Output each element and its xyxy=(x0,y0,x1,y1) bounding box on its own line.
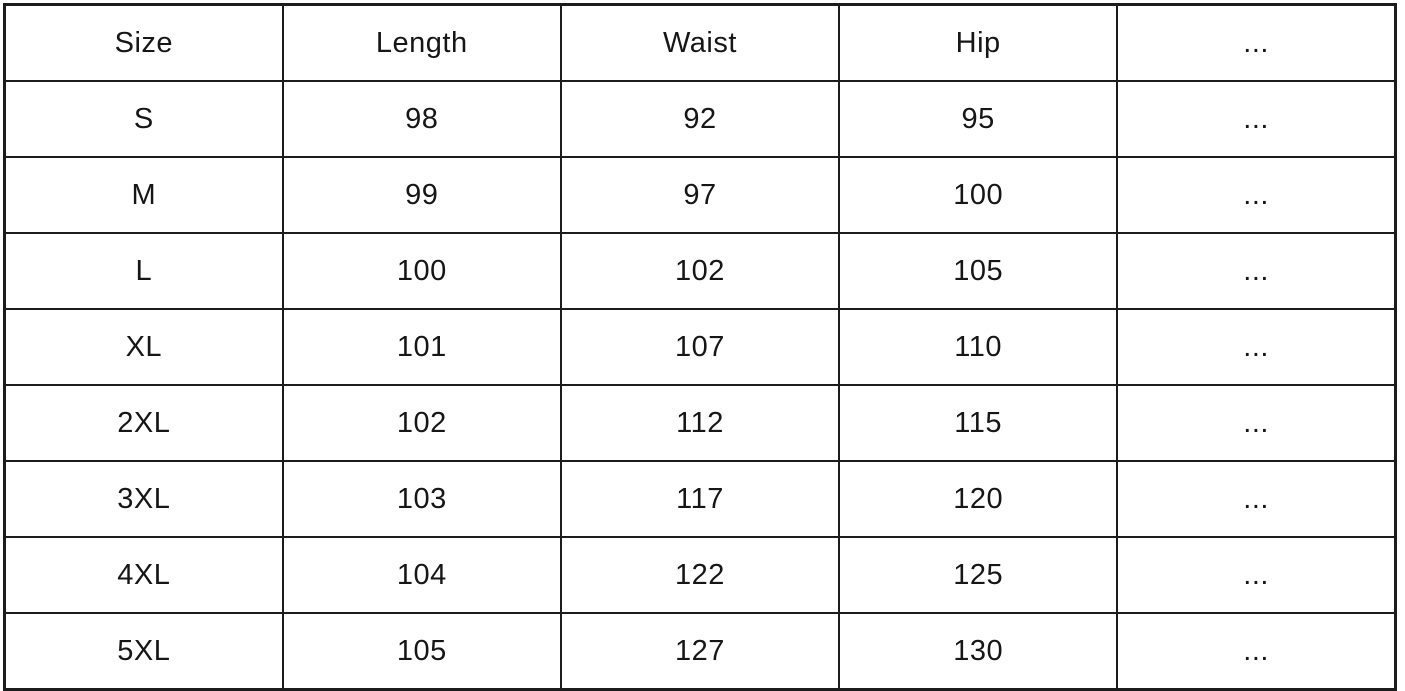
size-chart-header: Size Length Waist Hip ... xyxy=(3,3,1397,82)
ellipsis-cell: ... xyxy=(1116,232,1397,310)
hip-cell: 100 xyxy=(838,156,1119,234)
waist-cell: 97 xyxy=(559,156,841,234)
table-row: 5XL 105 127 130 ... xyxy=(3,612,1397,691)
size-cell: 5XL xyxy=(3,612,284,691)
hip-cell: 125 xyxy=(838,536,1119,614)
ellipsis-cell: ... xyxy=(1116,536,1397,614)
hip-cell: 105 xyxy=(838,232,1119,310)
table-row: XL 101 107 110 ... xyxy=(3,308,1397,386)
length-cell: 103 xyxy=(281,460,562,538)
ellipsis-cell: ... xyxy=(1116,612,1397,691)
ellipsis-cell: ... xyxy=(1116,308,1397,386)
length-cell: 104 xyxy=(281,536,562,614)
length-cell: 102 xyxy=(281,384,562,462)
waist-cell: 122 xyxy=(559,536,841,614)
table-row: 2XL 102 112 115 ... xyxy=(3,384,1397,462)
length-cell: 105 xyxy=(281,612,562,691)
size-cell: M xyxy=(3,156,284,234)
header-cell-waist: Waist xyxy=(559,3,841,82)
waist-cell: 92 xyxy=(559,80,841,158)
length-cell: 100 xyxy=(281,232,562,310)
size-cell: 2XL xyxy=(3,384,284,462)
size-chart-body: S 98 92 95 ... M 99 97 100 ... L 100 102… xyxy=(3,80,1397,691)
size-chart-container: Size Length Waist Hip ... S 98 92 95 ...… xyxy=(3,3,1397,691)
size-cell: XL xyxy=(3,308,284,386)
size-cell: L xyxy=(3,232,284,310)
ellipsis-cell: ... xyxy=(1116,156,1397,234)
table-row: 4XL 104 122 125 ... xyxy=(3,536,1397,614)
ellipsis-cell: ... xyxy=(1116,384,1397,462)
hip-cell: 115 xyxy=(838,384,1119,462)
length-cell: 98 xyxy=(281,80,562,158)
header-cell-ellipsis: ... xyxy=(1116,3,1397,82)
size-cell: 4XL xyxy=(3,536,284,614)
ellipsis-cell: ... xyxy=(1116,460,1397,538)
header-row: Size Length Waist Hip ... xyxy=(3,3,1397,82)
length-cell: 101 xyxy=(281,308,562,386)
ellipsis-cell: ... xyxy=(1116,80,1397,158)
table-row: 3XL 103 117 120 ... xyxy=(3,460,1397,538)
waist-cell: 102 xyxy=(559,232,841,310)
waist-cell: 117 xyxy=(559,460,841,538)
hip-cell: 130 xyxy=(838,612,1119,691)
table-row: S 98 92 95 ... xyxy=(3,80,1397,158)
hip-cell: 110 xyxy=(838,308,1119,386)
header-cell-hip: Hip xyxy=(838,3,1119,82)
waist-cell: 112 xyxy=(559,384,841,462)
waist-cell: 107 xyxy=(559,308,841,386)
size-cell: 3XL xyxy=(3,460,284,538)
waist-cell: 127 xyxy=(559,612,841,691)
table-row: M 99 97 100 ... xyxy=(3,156,1397,234)
size-cell: S xyxy=(3,80,284,158)
table-row: L 100 102 105 ... xyxy=(3,232,1397,310)
header-cell-size: Size xyxy=(3,3,284,82)
length-cell: 99 xyxy=(281,156,562,234)
header-cell-length: Length xyxy=(281,3,562,82)
hip-cell: 120 xyxy=(838,460,1119,538)
size-chart-table: Size Length Waist Hip ... S 98 92 95 ...… xyxy=(3,3,1397,691)
hip-cell: 95 xyxy=(838,80,1119,158)
